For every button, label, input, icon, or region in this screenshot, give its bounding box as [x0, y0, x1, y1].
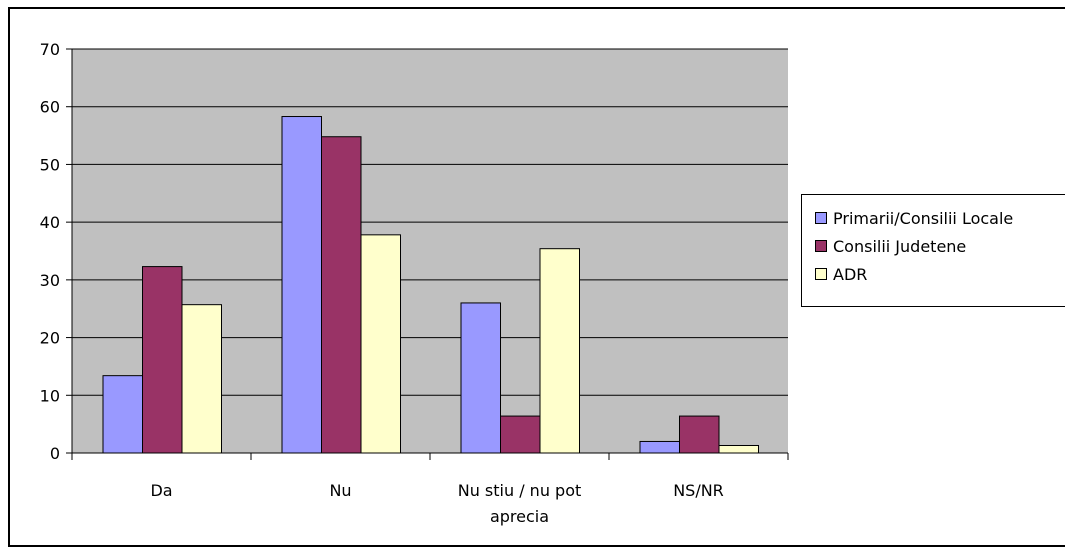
legend-item-series-1: Primarii/Consilii Locale — [815, 204, 1065, 232]
y-tick-label-60: 60 — [40, 98, 60, 117]
bar-3-2 — [360, 234, 401, 454]
x-tick-label-3-line2: aprecia — [490, 507, 549, 526]
y-tick-label-20: 20 — [40, 329, 60, 348]
y-tick-label-0: 0 — [50, 444, 60, 463]
bar-2-4 — [679, 415, 720, 454]
y-tick-label-40: 40 — [40, 213, 60, 232]
legend-swatch-series-1 — [815, 212, 827, 224]
bar-1-1 — [102, 375, 143, 454]
legend-label-series-3: ADR — [833, 264, 868, 284]
bar-2-1 — [142, 266, 183, 454]
legend: Primarii/Consilii Locale Consilii Judete… — [801, 194, 1065, 307]
y-tick-label-50: 50 — [40, 155, 60, 174]
x-tick-label-4: NS/NR — [673, 481, 724, 500]
legend-item-series-2: Consilii Judetene — [815, 232, 1065, 260]
y-tick-label-30: 30 — [40, 271, 60, 290]
bar-1-4 — [639, 440, 680, 454]
x-tick-label-1: Da — [150, 481, 172, 500]
x-tick-label-2: Nu — [329, 481, 351, 500]
bar-3-4 — [718, 444, 759, 454]
bar-1-3 — [460, 302, 501, 454]
legend-label-series-1: Primarii/Consilii Locale — [833, 208, 1014, 228]
legend-swatch-series-2 — [815, 240, 827, 252]
bar-3-1 — [181, 304, 222, 454]
bar-3-3 — [539, 248, 580, 454]
legend-label-series-2: Consilii Judetene — [833, 236, 967, 256]
y-tick-label-70: 70 — [40, 40, 60, 59]
legend-item-series-3: ADR — [815, 260, 1065, 288]
bar-2-3 — [500, 415, 541, 454]
legend-swatch-series-3 — [815, 268, 827, 280]
y-tick-label-10: 10 — [40, 386, 60, 405]
bar-1-2 — [281, 116, 322, 454]
bar-2-2 — [321, 136, 362, 454]
x-tick-label-3: Nu stiu / nu pot — [458, 481, 582, 500]
